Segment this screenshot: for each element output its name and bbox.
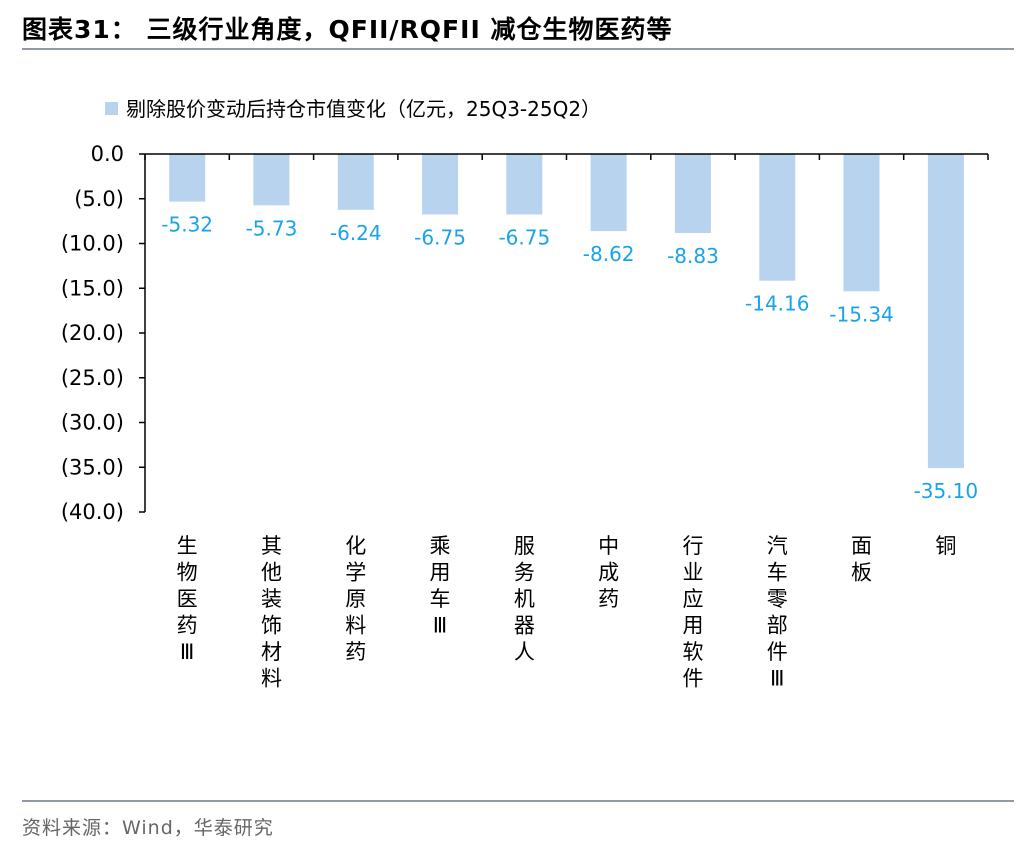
footer-divider [22, 800, 1014, 802]
bar-4 [422, 154, 459, 215]
bar-6 [590, 154, 627, 232]
bar-3 [337, 154, 374, 210]
source-note: 资料来源：Wind，华泰研究 [22, 817, 274, 839]
y-tick-label: (30.0) [61, 411, 124, 435]
title-divider [22, 48, 1014, 50]
x-category-label: 行业应用软件 [682, 534, 703, 691]
data-label: -14.16 [745, 292, 809, 316]
bar-2 [253, 154, 290, 206]
bar-chart: 剔除股价变动后持仓市值变化（亿元，25Q3-25Q2） 0.0 (5.0) (10.… [61, 97, 989, 691]
legend-label: 剔除股价变动后持仓市值变化（亿元，25Q3-25Q2） [126, 97, 601, 121]
bar-7 [674, 154, 711, 233]
bar-1 [169, 154, 206, 202]
legend-swatch [105, 102, 118, 115]
x-category-label: 生物医药 Ⅲ [177, 534, 198, 664]
data-label: -5.32 [161, 213, 213, 237]
bar-10 [927, 154, 964, 469]
bar-9 [843, 154, 880, 292]
data-label: -5.73 [246, 216, 298, 240]
data-label: -6.75 [414, 225, 466, 249]
chart-legend: 剔除股价变动后持仓市值变化（亿元，25Q3-25Q2） [105, 97, 601, 121]
y-tick-label: (5.0) [74, 187, 124, 211]
data-label: -6.75 [498, 225, 550, 249]
y-tick-label: (20.0) [61, 321, 124, 345]
data-label: -6.24 [330, 221, 382, 245]
x-category-label: 铜 [935, 534, 956, 558]
data-label: -35.10 [914, 479, 978, 503]
x-category-label: 其他装饰材料 [261, 534, 282, 691]
data-label: -8.83 [667, 244, 719, 268]
data-label: -15.34 [829, 302, 893, 326]
y-tick-label: (25.0) [61, 366, 124, 390]
chart-title: 图表31： 三级行业角度，QFII/RQFII 减仓生物医药等 [22, 15, 673, 44]
data-labels: -5.32 -5.73 -6.24 -6.75 -6.75 -8.62 -8.83 -14.1… [161, 213, 978, 504]
y-tick-label: (40.0) [61, 500, 124, 524]
x-category-label: 化学原料药 [345, 534, 366, 664]
y-tick-label: (35.0) [61, 455, 124, 479]
bar-5 [506, 154, 543, 215]
y-tick-label: (10.0) [61, 232, 124, 256]
x-category-label: 汽车零部件 Ⅲ [767, 534, 788, 691]
x-category-label: 中成药 [598, 534, 619, 611]
y-tick-label: 0.0 [91, 142, 124, 166]
bar-series [169, 154, 964, 469]
y-axis-ticks: 0.0 (5.0) (10.0) (15.0) (20.0) (25.0) (30.0) (3… [61, 142, 145, 524]
y-tick-label: (15.0) [61, 276, 124, 300]
x-category-label: 乘用车 Ⅲ [430, 534, 451, 638]
x-category-label: 面板 [851, 534, 872, 585]
data-label: -8.62 [583, 242, 635, 266]
x-category-label: 服务机器人 [514, 534, 535, 664]
x-axis-categories: 生物医药 Ⅲ 其他装饰材料 化学原料药 乘用车 Ⅲ 服务机器人 中成药 行业应用软件 汽车零部件 Ⅲ… [177, 534, 957, 691]
bar-8 [759, 154, 796, 281]
